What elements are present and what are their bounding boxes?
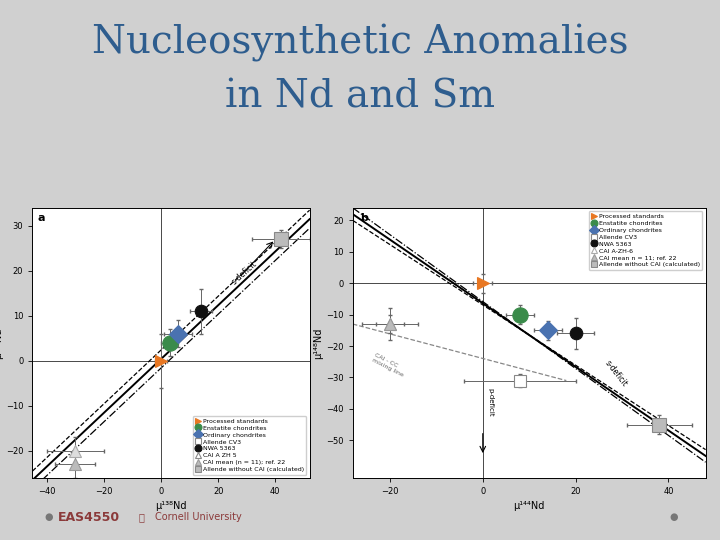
Y-axis label: μ¹⁴⁵Nd: μ¹⁴⁵Nd [0,327,3,359]
Text: CAI - CC
mixing line: CAI - CC mixing line [372,352,408,377]
Text: ●: ● [45,512,53,522]
Text: ●: ● [670,512,678,522]
Text: p-deficit: p-deficit [487,388,493,417]
Legend: Processed standards, Enstatite chondrites, Ordinary chondrites, Allende CV3, NWA: Processed standards, Enstatite chondrite… [193,416,307,475]
X-axis label: μ¹³⁸Nd: μ¹³⁸Nd [156,502,186,511]
Text: Nucleosynthetic Anomalies: Nucleosynthetic Anomalies [91,24,629,62]
Text: EAS4550: EAS4550 [58,511,120,524]
Y-axis label: μ¹⁴⁸Nd: μ¹⁴⁸Nd [313,327,323,359]
Text: s-deficit: s-deficit [603,359,629,389]
Text: b: b [360,213,368,224]
X-axis label: μ¹⁴⁴Nd: μ¹⁴⁴Nd [513,502,545,511]
Legend: Processed standards, Enstatite chondrites, Ordinary chondrites, Allende CV3, NWA: Processed standards, Enstatite chondrite… [589,211,703,270]
Text: in Nd and Sm: in Nd and Sm [225,78,495,116]
Text: s-deficit: s-deficit [230,259,258,286]
Text: a: a [38,213,45,224]
Text: 🔴: 🔴 [138,512,144,522]
Text: Cornell University: Cornell University [155,512,241,522]
